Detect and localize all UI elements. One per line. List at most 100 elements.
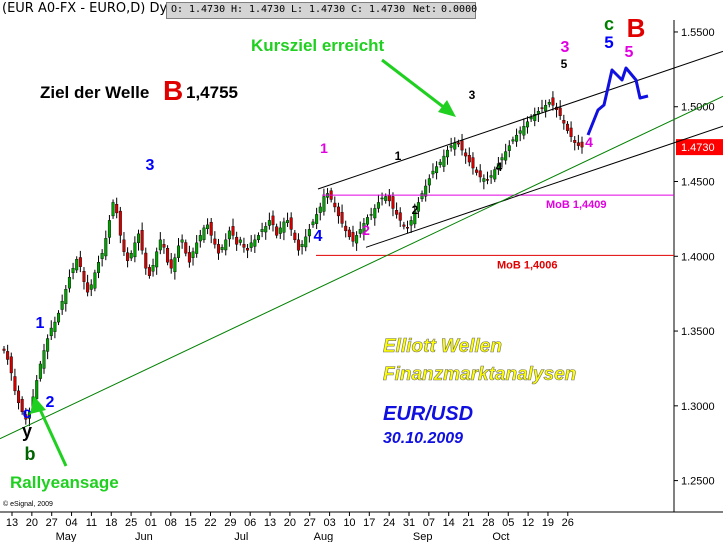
candle-body bbox=[311, 221, 315, 226]
candle-body bbox=[260, 229, 264, 232]
candle-body bbox=[184, 242, 188, 254]
candle-body bbox=[406, 227, 410, 229]
candle-body bbox=[246, 248, 250, 251]
projected-wave-path bbox=[586, 66, 649, 136]
rally-arrow-shaft bbox=[36, 404, 68, 467]
candle-body bbox=[155, 251, 159, 268]
candle-body bbox=[147, 267, 151, 276]
candle-body bbox=[97, 262, 101, 273]
y-tick-label: 1.2500 bbox=[681, 476, 715, 488]
candle-body bbox=[391, 196, 395, 209]
month-label: Sep bbox=[413, 531, 433, 542]
candle-body bbox=[27, 411, 31, 419]
candle-body bbox=[464, 152, 468, 157]
candle-body bbox=[46, 338, 50, 352]
candle-body bbox=[431, 170, 435, 175]
candle-body bbox=[445, 149, 449, 158]
candle-body bbox=[333, 202, 337, 208]
candle-body bbox=[395, 210, 399, 215]
lower-channel-line bbox=[365, 125, 723, 248]
candle-body bbox=[565, 123, 569, 131]
high-label: H: bbox=[231, 4, 244, 15]
x-tick-label: 28 bbox=[482, 517, 494, 529]
candle-body bbox=[286, 220, 290, 223]
candle-body bbox=[64, 288, 68, 305]
month-label: Jul bbox=[234, 531, 248, 542]
rally-arrow-head bbox=[30, 396, 46, 414]
candle-body bbox=[547, 102, 551, 105]
candle-body bbox=[562, 119, 566, 124]
candle-body bbox=[300, 244, 304, 247]
wave-label: c bbox=[604, 14, 614, 34]
candle-body bbox=[529, 117, 533, 120]
candle-body bbox=[351, 232, 355, 242]
ohlc-readout: O: 1.4730 H: 1.4730 L: 1.4730 C: 1.4730 … bbox=[166, 2, 477, 19]
x-tick-label: 22 bbox=[204, 517, 216, 529]
candle-body bbox=[180, 239, 184, 243]
x-tick-label: 31 bbox=[403, 517, 415, 529]
wave-label: 1 bbox=[395, 149, 402, 163]
wave-label: 2 bbox=[412, 203, 419, 217]
brand-line-2: Finanzmarktanalysen bbox=[383, 364, 576, 385]
candle-body bbox=[453, 142, 457, 150]
candle-body bbox=[216, 244, 220, 254]
candle-body bbox=[158, 239, 162, 251]
candle-body bbox=[525, 121, 529, 128]
wave-label: 2 bbox=[362, 222, 370, 238]
candle-body bbox=[191, 251, 195, 258]
candle-body bbox=[518, 130, 522, 134]
wave-label: 3 bbox=[146, 157, 155, 174]
candle-body bbox=[478, 170, 482, 178]
candle-body bbox=[17, 390, 21, 404]
current-price-marker bbox=[676, 139, 723, 156]
candle-body bbox=[275, 226, 279, 236]
candle-body bbox=[318, 206, 322, 213]
candle-body bbox=[42, 350, 46, 369]
candle-body bbox=[307, 229, 311, 237]
candle-body bbox=[424, 185, 428, 197]
y-tick-label: 1.4000 bbox=[681, 251, 715, 263]
candle-body bbox=[57, 312, 61, 323]
candle-body bbox=[485, 179, 489, 181]
candle-body bbox=[482, 178, 486, 182]
candle-body bbox=[315, 214, 319, 224]
candle-body bbox=[118, 210, 122, 236]
candle-body bbox=[126, 252, 130, 261]
candle-body bbox=[336, 206, 340, 217]
candle-body bbox=[100, 253, 104, 259]
chart-header: (EUR A0-FX - EURO,D) Dyn O: 1.4730 H: 1.… bbox=[0, 0, 723, 20]
close-value: 1.4730 bbox=[369, 4, 406, 15]
current-price-label: 1.4730 bbox=[681, 142, 715, 154]
net-label: Net: bbox=[413, 4, 438, 15]
candle-body bbox=[195, 242, 199, 254]
candle-body bbox=[380, 197, 384, 200]
kursziel-caption: Kursziel erreicht bbox=[251, 36, 385, 55]
green-trend-line bbox=[0, 95, 723, 440]
candle-body bbox=[387, 195, 391, 202]
x-tick-label: 04 bbox=[65, 517, 77, 529]
wave-label: 5 bbox=[604, 33, 613, 52]
candle-body bbox=[409, 220, 413, 226]
candle-body bbox=[456, 142, 460, 145]
x-tick-label: 13 bbox=[6, 517, 18, 529]
candle-body bbox=[282, 221, 286, 233]
candle-body bbox=[271, 215, 275, 226]
x-tick-label: 12 bbox=[522, 517, 534, 529]
candle-body bbox=[402, 224, 406, 227]
candle-body bbox=[206, 224, 210, 229]
y-tick-label: 1.4500 bbox=[681, 177, 715, 189]
candle-body bbox=[111, 202, 115, 217]
candle-body bbox=[38, 363, 42, 379]
candle-body bbox=[227, 230, 231, 240]
x-tick-label: 14 bbox=[443, 517, 455, 529]
candle-body bbox=[511, 139, 515, 142]
candle-body bbox=[358, 229, 362, 234]
candle-body bbox=[373, 208, 377, 219]
candle-body bbox=[249, 242, 253, 248]
kursziel-arrow-head bbox=[438, 100, 456, 117]
wave-label: 5 bbox=[561, 57, 568, 71]
candle-body bbox=[115, 204, 119, 214]
candle-body bbox=[13, 376, 17, 392]
x-tick-label: 27 bbox=[304, 517, 316, 529]
